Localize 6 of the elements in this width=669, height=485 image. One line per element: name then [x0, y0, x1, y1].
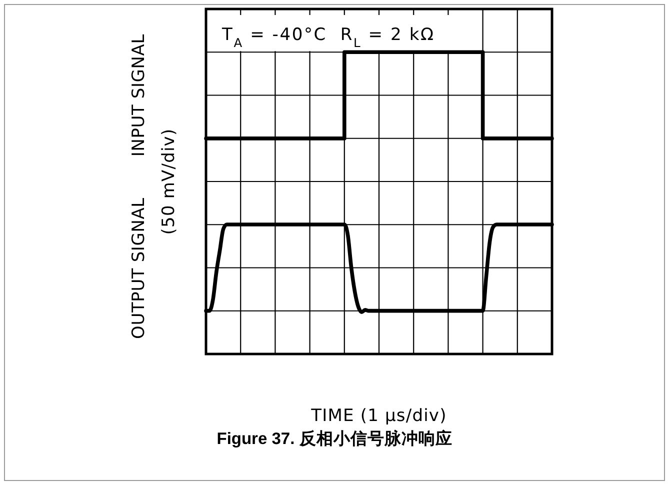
text: OUTPUT SIGNAL	[129, 197, 149, 339]
text: Figure 37. 反相小信号脉冲响应	[216, 429, 452, 448]
text: INPUT SIGNAL	[129, 34, 149, 157]
text: T$_{A}$ = -40°C R$_{L}$ = 2 kΩ	[221, 25, 435, 50]
x-axis-title: TIME (1 μs/div)	[310, 406, 447, 426]
y-axis-title: (50 mV/div)	[159, 128, 179, 235]
